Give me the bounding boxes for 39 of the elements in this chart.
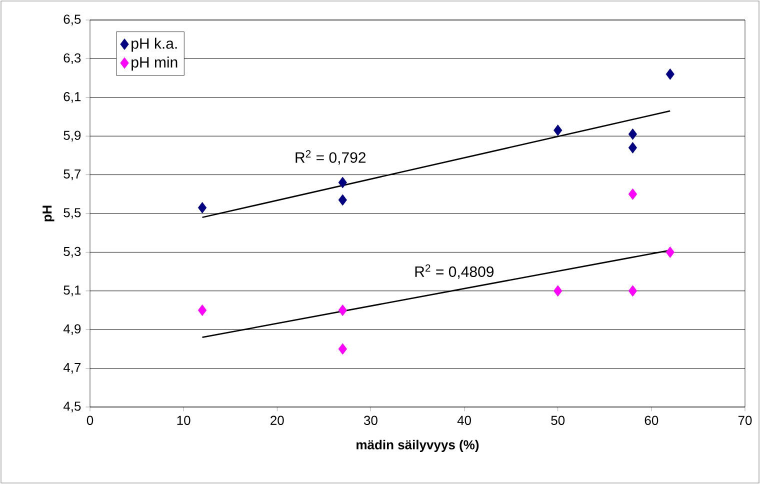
y-tick-label: 5,1 — [64, 286, 81, 296]
annotation: R$^{2}$ = 0,4809 — [415, 264, 494, 279]
annotation: R$^{2}$ = 0,792 — [296, 150, 366, 165]
point — [554, 124, 562, 136]
point — [628, 188, 638, 200]
point — [554, 285, 562, 297]
y-tick-label: 4,5 — [63, 402, 81, 412]
legend-label: pH k.a. — [132, 38, 177, 52]
x-tick-label: 0 — [86, 416, 94, 425]
point — [628, 285, 638, 297]
point — [666, 246, 674, 258]
x-tick-label: 60 — [644, 416, 658, 425]
y-tick-label: 4,9 — [63, 324, 81, 335]
point — [338, 176, 347, 188]
y-tick-label: 5,9 — [64, 130, 81, 142]
legend-label: pH min — [132, 56, 178, 71]
point — [628, 142, 638, 154]
point — [666, 68, 674, 80]
point — [628, 128, 638, 140]
y-tick-label: 6,1 — [64, 92, 81, 103]
point — [338, 304, 347, 316]
x-tick-label: 50 — [551, 416, 565, 425]
y-tick-label: 4,7 — [63, 363, 81, 374]
y-tick-label: 6,5 — [64, 14, 81, 26]
point — [198, 202, 207, 214]
x-axis-title: mädin säilyvyys (%) — [356, 440, 479, 452]
point — [198, 304, 207, 316]
y-tick-label: 6,3 — [64, 53, 81, 64]
x-tick-label: 70 — [738, 416, 752, 425]
x-tick-label: 10 — [177, 416, 190, 425]
y-tick-label: 5,7 — [64, 170, 81, 180]
y-tick-label: 5,5 — [64, 208, 81, 219]
point — [338, 194, 347, 206]
x-tick-label: 30 — [364, 416, 378, 425]
x-tick-label: 20 — [270, 416, 284, 425]
y-axis-title: pH — [42, 206, 54, 222]
y-tick-label: 5,3 — [64, 246, 81, 258]
x-tick-label: 40 — [457, 416, 471, 425]
point — [338, 343, 347, 355]
